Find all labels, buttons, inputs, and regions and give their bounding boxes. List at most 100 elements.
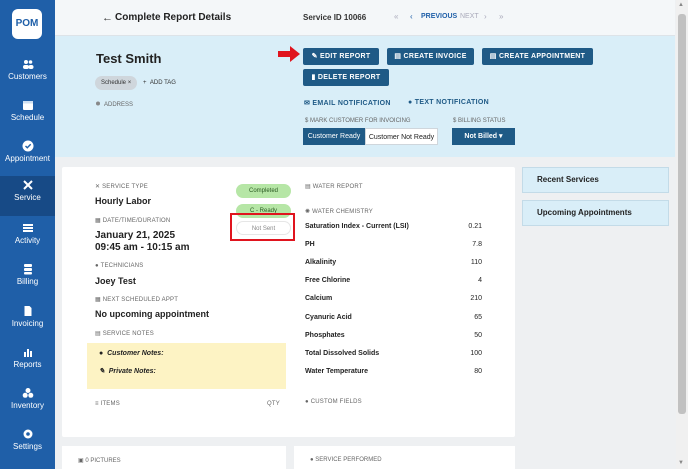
email-notification-link[interactable]: ✉ EMAIL NOTIFICATION (304, 99, 391, 107)
chemistry-row: Calcium 210 (305, 291, 482, 309)
check-circle-icon (22, 140, 33, 152)
technician-name: Joey Test (95, 276, 136, 286)
billing-status-text: BILLING STATUS (458, 118, 506, 124)
sidebar-item-label: Reports (13, 360, 42, 369)
scroll-up-icon[interactable]: ▲ (678, 2, 684, 8)
plus-icon: + (143, 80, 147, 86)
next-appt-label-text: NEXT SCHEDULED APPT (102, 297, 179, 303)
chemistry-value: 65 (474, 314, 482, 321)
sidebar-item-label: Activity (14, 236, 41, 245)
billing-status-label: $ BILLING STATUS (453, 118, 505, 124)
previous-chevron-icon[interactable]: ‹ (410, 12, 413, 21)
report-card: ✕ SERVICE TYPE Hourly Labor Completed C … (62, 167, 515, 437)
sidebar-item-billing[interactable]: Billing (0, 260, 55, 300)
customer-not-ready-toggle[interactable]: Customer Not Ready (365, 128, 438, 145)
people-icon (22, 60, 33, 69)
trash-icon: ▮ (311, 74, 316, 81)
red-pointer-arrow-icon (278, 46, 300, 62)
sidebar-item-label: Settings (13, 442, 42, 451)
scroll-down-icon[interactable]: ▼ (678, 460, 684, 466)
status-badge-completed: Completed (236, 184, 291, 198)
red-highlight-box (230, 213, 295, 241)
pen-icon: ✎ (99, 368, 105, 375)
info-icon: ● (310, 457, 314, 463)
chemistry-name: Free Chlorine (305, 277, 351, 284)
customer-ready-toggle[interactable]: Customer Ready (303, 128, 365, 145)
delete-report-button[interactable]: ▮ DELETE REPORT (303, 69, 389, 86)
create-invoice-label: CREATE INVOICE (403, 53, 467, 60)
appointment-icon: ▤ (489, 53, 497, 60)
tag-remove-icon[interactable]: × (127, 80, 132, 86)
page-title: Complete Report Details (115, 12, 232, 23)
sidebar-item-label: Appointment (5, 154, 50, 163)
image-icon: ▣ (78, 458, 84, 464)
recent-services-panel[interactable]: Recent Services (522, 167, 669, 193)
water-chemistry-label-text: WATER CHEMISTRY (312, 209, 373, 215)
private-notes: ✎ Private Notes: (99, 367, 156, 375)
service-type-value: Hourly Labor (95, 196, 152, 206)
water-chemistry-label: ✺ WATER CHEMISTRY (305, 208, 373, 215)
sidebar-item-schedule[interactable]: Schedule (0, 96, 55, 136)
service-date: January 21, 2025 (95, 230, 176, 241)
chemistry-name: Saturation Index - Current (LSI) (305, 223, 409, 230)
qty-label: QTY (267, 401, 280, 407)
service-performed-label-text: SERVICE PERFORMED (315, 457, 382, 463)
person-icon: ● (95, 263, 99, 269)
status-badge-not-sent: Not Sent (236, 221, 291, 235)
billing-icon: $ (453, 118, 457, 124)
text-notification-link[interactable]: ● TEXT NOTIFICATION (408, 99, 489, 106)
sidebar-item-appointment[interactable]: Appointment (0, 137, 55, 177)
chemistry-value: 50 (474, 332, 482, 339)
chemistry-value: 4 (478, 277, 482, 284)
sidebar-item-activity[interactable]: Activity (0, 219, 55, 259)
notes-icon: ▤ (95, 331, 101, 337)
first-page-icon[interactable]: « (394, 12, 399, 21)
custom-fields-label: ● CUSTOM FIELDS (305, 399, 362, 405)
chat-bubble-icon: ● (408, 99, 413, 106)
upcoming-appointments-panel[interactable]: Upcoming Appointments (522, 200, 669, 226)
customer-notes: ● Customer Notes: (99, 350, 164, 357)
sidebar-item-inventory[interactable]: Inventory (0, 384, 55, 424)
technicians-label-text: TECHNICIANS (100, 263, 144, 269)
next-chevron-icon[interactable]: › (484, 12, 487, 21)
previous-button[interactable]: PREVIOUS (421, 13, 458, 20)
chemistry-name: Phosphates (305, 332, 345, 339)
pictures-card: ▣ 0 PICTURES (62, 446, 286, 469)
edit-report-button[interactable]: ✎ EDIT REPORT (303, 48, 379, 65)
gear-icon (23, 429, 32, 439)
service-performed-card: ● SERVICE PERFORMED (294, 446, 515, 469)
water-report-icon: ▤ (305, 184, 311, 190)
invoice-icon: ▤ (394, 53, 402, 60)
add-tag-button[interactable]: + ADD TAG (143, 80, 176, 86)
scrollbar-thumb[interactable] (678, 14, 686, 414)
chemistry-value: 0.21 (468, 223, 482, 230)
customer-name: Test Smith (96, 51, 162, 66)
sidebar-item-settings[interactable]: Settings (0, 425, 55, 465)
create-appointment-button[interactable]: ▤ CREATE APPOINTMENT (482, 48, 593, 65)
caret-down-icon: ▾ (499, 133, 503, 140)
sidebar-item-service[interactable]: Service (0, 176, 55, 216)
sidebar-item-reports[interactable]: Reports (0, 343, 55, 383)
create-invoice-button[interactable]: ▤ CREATE INVOICE (387, 48, 474, 65)
private-notes-label: Private Notes: (108, 368, 156, 375)
datetime-label: ▦ DATE/TIME/DURATION (95, 217, 170, 224)
comment-icon: ● (99, 350, 104, 357)
billing-status-value: Not Billed (464, 133, 498, 140)
sidebar-item-label: Invoicing (11, 319, 44, 328)
calendar-small-icon: ▦ (95, 218, 101, 224)
last-page-icon[interactable]: » (499, 12, 504, 21)
sidebar-item-customers[interactable]: Customers (0, 55, 55, 95)
add-tag-label: ADD TAG (149, 80, 176, 86)
billing-status-dropdown[interactable]: Not Billed ▾ (452, 128, 515, 145)
next-button[interactable]: NEXT (460, 13, 479, 20)
sidebar-item-invoicing[interactable]: Invoicing (0, 302, 55, 342)
email-notification-label: EMAIL NOTIFICATION (312, 100, 391, 107)
sidebar-item-label: Inventory (11, 401, 44, 410)
chemistry-value: 7.8 (472, 241, 482, 248)
custom-fields-icon: ● (305, 399, 309, 405)
back-arrow-icon[interactable]: ← (102, 12, 113, 24)
calendar-next-icon: ▦ (95, 297, 101, 303)
customer-header: Test Smith Schedule × + ADD TAG ADDRESS … (55, 36, 675, 157)
address-text: ADDRESS (104, 102, 134, 108)
pictures-label-text: 0 PICTURES (85, 458, 121, 464)
